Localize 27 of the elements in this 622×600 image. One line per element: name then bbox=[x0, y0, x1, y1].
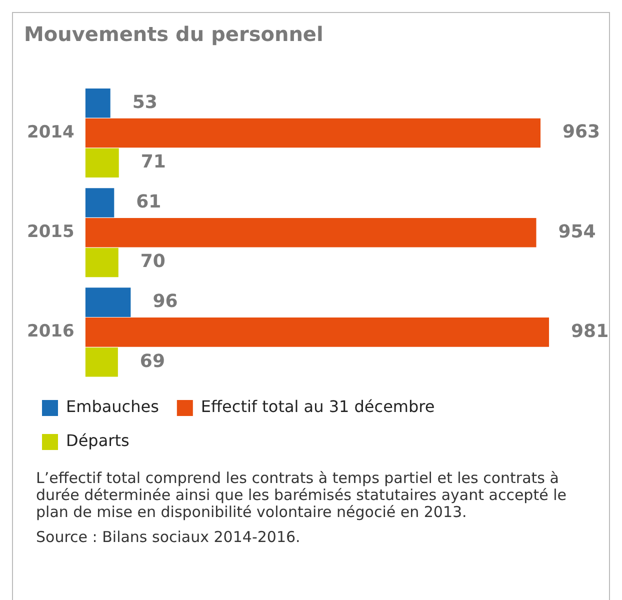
legend-label: Embauches bbox=[66, 397, 159, 416]
text: L’effectif total comprend les contrats à temps partiel et les contrats à durée déterminée ainsi que les barémisés statutaires ayant accepté le plan de mise en disponibilité volontaire négocié en 2013. bbox=[36, 469, 568, 521]
bar bbox=[85, 218, 536, 248]
data-label: 53 bbox=[132, 92, 158, 113]
bar bbox=[85, 248, 118, 278]
y-tick-label: 2016 bbox=[26, 322, 74, 342]
data-label: 61 bbox=[136, 191, 162, 212]
bar bbox=[85, 288, 131, 317]
bar bbox=[85, 188, 114, 218]
y-tick-label: 2015 bbox=[26, 222, 74, 242]
data-label: 954 bbox=[558, 221, 596, 242]
bar bbox=[85, 148, 119, 178]
legend-label: Effectif total au 31 décembre bbox=[200, 397, 435, 416]
data-label: 71 bbox=[140, 152, 166, 173]
y-tick-label: 2014 bbox=[26, 122, 74, 142]
bar bbox=[85, 318, 550, 347]
data-label: 981 bbox=[571, 320, 609, 342]
source-note: Source : Bilans sociaux 2014-2016. bbox=[36, 528, 302, 546]
legend-label: Départs bbox=[66, 431, 130, 450]
data-label: 69 bbox=[140, 350, 165, 372]
data-label: 963 bbox=[562, 122, 600, 143]
data-label: 70 bbox=[140, 251, 166, 272]
data-label: 96 bbox=[152, 290, 178, 312]
bar bbox=[85, 347, 118, 377]
chart-title: Mouvements du personnel bbox=[24, 22, 324, 46]
bar bbox=[85, 88, 110, 118]
bar bbox=[85, 118, 541, 148]
